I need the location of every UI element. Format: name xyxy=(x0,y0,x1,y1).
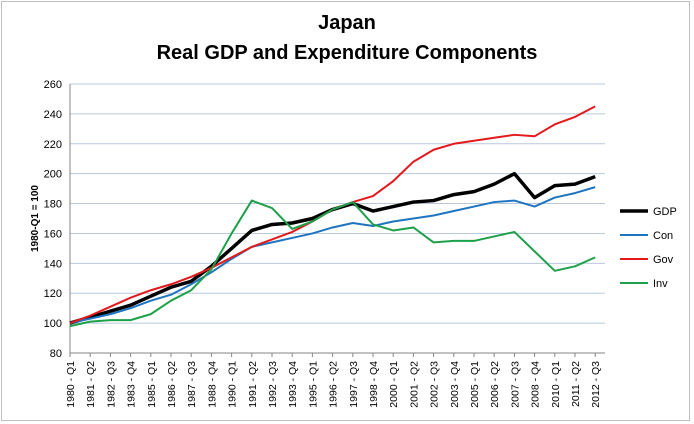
y-tick-label: 200 xyxy=(44,169,62,181)
legend-label-gov: Gov xyxy=(653,254,674,266)
x-tick-label: 2012 - Q3 xyxy=(590,361,602,408)
x-tick-label: 1993 - Q4 xyxy=(287,361,299,408)
x-tick-label: 2008 - Q4 xyxy=(530,361,542,408)
legend-label-inv: Inv xyxy=(653,278,668,290)
x-tick-label: 1991 - Q2 xyxy=(247,361,259,408)
x-tick-label: 2011 - Q2 xyxy=(570,361,582,407)
x-tick-label: 2010 - Q1 xyxy=(550,361,562,408)
x-tick-label: 1996 - Q2 xyxy=(328,361,340,408)
y-tick-label: 240 xyxy=(44,109,62,121)
chart-title-line-2: Real GDP and Expenditure Components xyxy=(156,42,538,64)
x-tick-label: 1982 - Q3 xyxy=(105,361,117,408)
x-tick-label: 1985 - Q1 xyxy=(146,361,158,408)
y-tick-label: 120 xyxy=(44,288,62,300)
y-tick-label: 140 xyxy=(44,258,62,270)
series-line-con xyxy=(69,186,596,325)
x-tick-label: 2005 - Q1 xyxy=(469,361,481,408)
x-tick-label: 2006 - Q2 xyxy=(489,361,501,408)
y-tick-label: 220 xyxy=(44,139,62,151)
x-tick-label: 2000 - Q1 xyxy=(388,361,400,408)
x-tick-label: 1997 - Q3 xyxy=(348,361,360,408)
series-line-gov xyxy=(69,105,596,325)
x-tick-label: 2007 - Q3 xyxy=(509,361,521,408)
y-tick-label: 180 xyxy=(44,199,62,211)
x-tick-label: 2002 - Q3 xyxy=(429,361,441,408)
y-tick-label: 100 xyxy=(44,318,62,330)
x-tick-label: 1995 - Q1 xyxy=(307,361,319,408)
y-tick-label: 160 xyxy=(44,228,62,240)
series-line-inv xyxy=(69,199,596,328)
x-tick-label: 1983 - Q4 xyxy=(126,361,138,408)
x-tick-label: 1990 - Q1 xyxy=(227,361,239,408)
x-tick-label: 1980 - Q1 xyxy=(65,361,77,408)
x-tick-label: 1998 - Q4 xyxy=(368,361,380,408)
x-tick-label: 1988 - Q4 xyxy=(206,361,218,408)
x-tick-label: 1981 - Q2 xyxy=(85,361,97,408)
y-tick-label: 260 xyxy=(44,79,62,91)
y-axis-label: 1980-Q1 = 100 xyxy=(30,185,41,252)
x-tick-label: 1987 - Q3 xyxy=(186,361,198,408)
x-tick-label: 1992 - Q3 xyxy=(267,361,279,408)
x-tick-label: 2003 - Q4 xyxy=(449,361,461,408)
chart-title-line-1: Japan xyxy=(318,12,376,34)
x-tick-label: 2001 - Q2 xyxy=(408,361,420,408)
y-tick-label: 80 xyxy=(50,348,62,360)
legend-label-con: Con xyxy=(653,230,673,242)
x-tick-label: 1986 - Q2 xyxy=(166,361,178,408)
legend-label-gdp: GDP xyxy=(653,206,677,218)
